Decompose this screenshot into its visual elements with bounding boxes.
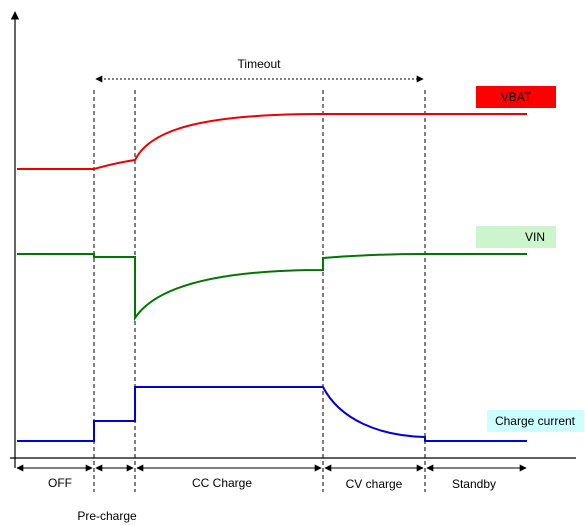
vin-label: VIN (525, 230, 545, 244)
phase-label-off: OFF (48, 476, 72, 490)
charge-current-label-box (487, 410, 584, 432)
phase-label-pre-charge: Pre-charge (77, 509, 137, 523)
vbat-label: VBAT (501, 90, 532, 104)
timeout-label: Timeout (238, 57, 282, 71)
phase-label-standby: Standby (452, 477, 496, 491)
charge-current-label: Charge current (495, 414, 576, 428)
phase-label-cc-charge: CC Charge (192, 476, 252, 490)
vbat-label-box (476, 86, 556, 108)
charge-current-waveform (17, 386, 527, 442)
vin-label-box (476, 226, 556, 248)
phase-label-cv-charge: CV charge (346, 477, 403, 491)
vin-waveform (17, 253, 527, 322)
vbat-waveform (17, 113, 527, 170)
